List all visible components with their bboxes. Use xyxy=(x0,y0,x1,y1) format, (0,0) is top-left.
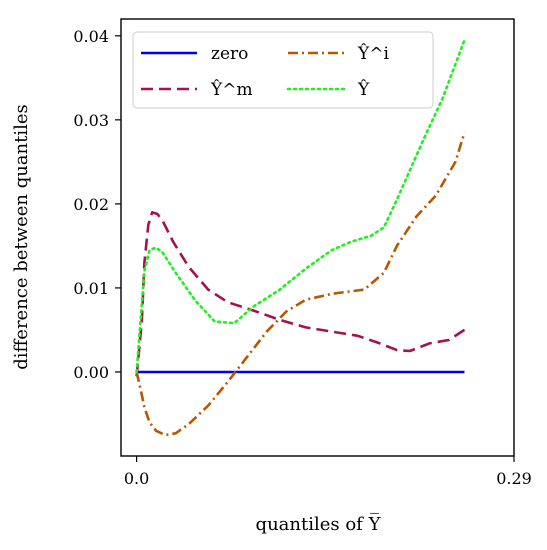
x-axis-label: quantiles of Y̅ xyxy=(256,513,382,535)
legend: zero Ŷ^m Ŷ^i Ŷ xyxy=(132,31,434,109)
y-tick-label-1: 0.01 xyxy=(73,279,109,298)
legend-label-2: Ŷ^i xyxy=(357,43,389,64)
legend-label-0: zero xyxy=(211,44,248,64)
legend-label-3: Ŷ xyxy=(357,79,370,100)
y-tick-label-0: 0.00 xyxy=(73,363,109,382)
x-tick-label-1: 0.29 xyxy=(496,469,532,488)
legend-label-1: Ŷ^m xyxy=(210,79,253,100)
legend-frame xyxy=(132,31,434,109)
y-tick-label-2: 0.02 xyxy=(73,195,109,214)
axis-ticks: 0.0 0.29 0.00 0.01 0.02 0.03 0.04 xyxy=(73,27,531,488)
plot-area-frame xyxy=(120,18,515,457)
y-tick-label-4: 0.04 xyxy=(73,27,109,46)
series-line-3 xyxy=(135,38,466,374)
series-line-2 xyxy=(135,132,466,437)
y-axis-label: difference between quantiles xyxy=(11,104,32,370)
x-tick-label-0: 0.0 xyxy=(124,469,149,488)
series-layer xyxy=(135,38,466,437)
y-tick-label-3: 0.03 xyxy=(73,111,109,130)
series-line-1 xyxy=(135,211,466,377)
